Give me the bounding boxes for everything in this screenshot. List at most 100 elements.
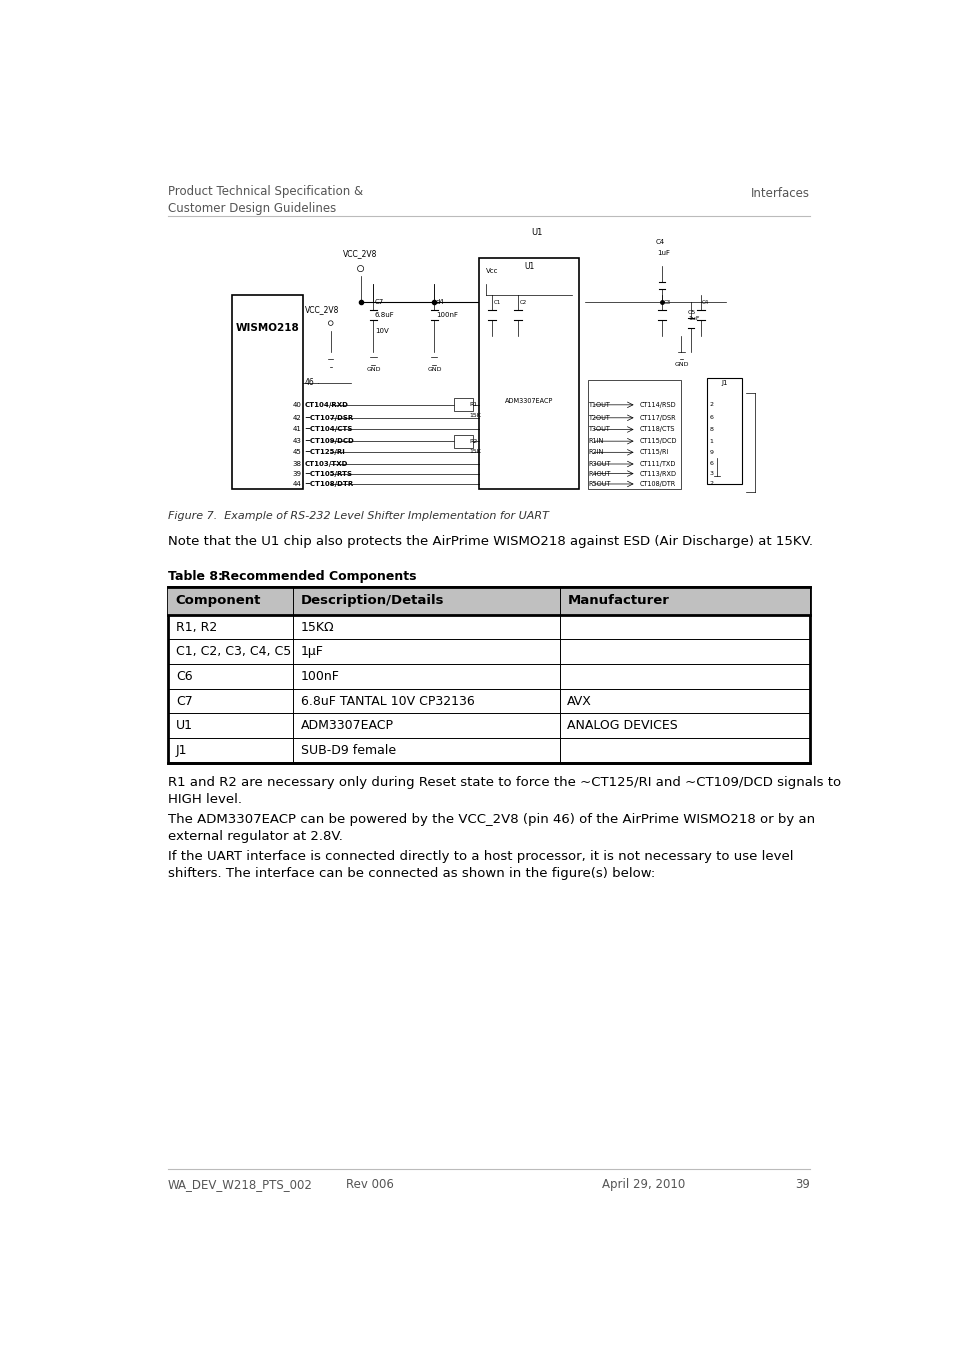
- Bar: [454, 398, 473, 412]
- Text: CT115/RI: CT115/RI: [639, 450, 668, 455]
- Text: 6.8uF TANTAL 10V CP32136: 6.8uF TANTAL 10V CP32136: [300, 694, 475, 707]
- Text: 9: 9: [709, 450, 713, 455]
- Text: 100nF: 100nF: [300, 670, 339, 683]
- Text: J1: J1: [720, 379, 727, 386]
- Text: 40: 40: [293, 402, 301, 408]
- Text: ~CT109/DCD: ~CT109/DCD: [304, 439, 354, 444]
- Text: C4: C4: [655, 239, 664, 246]
- Text: ~CT105/RTS: ~CT105/RTS: [304, 471, 352, 477]
- Text: GND: GND: [674, 362, 688, 367]
- Text: 41: 41: [293, 427, 301, 432]
- Text: CT114/RSD: CT114/RSD: [639, 402, 676, 408]
- Text: April 29, 2010: April 29, 2010: [601, 1179, 684, 1192]
- Text: 6: 6: [709, 462, 713, 467]
- Text: T2OUT: T2OUT: [588, 414, 610, 421]
- Text: C1: C1: [493, 300, 500, 305]
- Text: C1, C2, C3, C4, C5: C1, C2, C3, C4, C5: [175, 645, 291, 659]
- Text: C2: C2: [518, 300, 526, 305]
- Text: Figure 7.  Example of RS-232 Level Shifter Implementation for UART: Figure 7. Example of RS-232 Level Shifte…: [168, 510, 548, 521]
- Text: R1, R2: R1, R2: [175, 621, 217, 633]
- Text: ~CT104/CTS: ~CT104/CTS: [304, 427, 353, 432]
- Bar: [168, 587, 809, 614]
- Text: T3OUT: T3OUT: [588, 427, 610, 432]
- Text: ~CT108/DTR: ~CT108/DTR: [304, 481, 354, 487]
- Text: 3: 3: [709, 471, 713, 477]
- Text: 1μF: 1μF: [300, 645, 323, 659]
- Text: R3OUT: R3OUT: [588, 460, 610, 467]
- Text: C5
1uF: C5 1uF: [687, 310, 699, 321]
- Text: Description/Details: Description/Details: [300, 594, 444, 608]
- Text: ADM3307EACP: ADM3307EACP: [504, 398, 553, 404]
- Text: The ADM3307EACP can be powered by the VCC_2V8 (pin 46) of the AirPrime WISMO218 : The ADM3307EACP can be powered by the VC…: [168, 814, 815, 844]
- Text: R2: R2: [469, 439, 477, 444]
- Text: R5OUT: R5OUT: [588, 481, 610, 487]
- Text: If the UART interface is connected directly to a host processor, it is not neces: If the UART interface is connected direc…: [168, 850, 793, 880]
- Text: U1: U1: [523, 262, 534, 270]
- Text: R4OUT: R4OUT: [588, 471, 610, 477]
- Text: ~CT107/DSR: ~CT107/DSR: [304, 414, 354, 421]
- Text: Component: Component: [175, 594, 261, 608]
- Text: CT113/RXD: CT113/RXD: [639, 471, 676, 477]
- Text: 6: 6: [709, 416, 713, 420]
- Text: C7: C7: [175, 694, 193, 707]
- Text: Rev 006: Rev 006: [346, 1179, 394, 1192]
- Text: WA_DEV_W218_PTS_002: WA_DEV_W218_PTS_002: [168, 1179, 313, 1192]
- Text: C7: C7: [375, 300, 384, 305]
- Text: CT115/DCD: CT115/DCD: [639, 439, 677, 444]
- Text: 15K: 15K: [469, 413, 481, 417]
- Text: 38: 38: [292, 460, 301, 467]
- Text: 8: 8: [709, 427, 713, 432]
- Text: 46: 46: [304, 378, 314, 387]
- Text: 15KΩ: 15KΩ: [300, 621, 335, 633]
- Text: Note that the U1 chip also protects the AirPrime WISMO218 against ESD (Air Disch: Note that the U1 chip also protects the …: [168, 536, 812, 548]
- Text: 100nF: 100nF: [436, 312, 457, 319]
- Text: T1OUT: T1OUT: [588, 402, 610, 408]
- Text: VCC_2V8: VCC_2V8: [343, 250, 377, 258]
- Text: R1IN: R1IN: [588, 439, 603, 444]
- Text: ADM3307EACP: ADM3307EACP: [300, 720, 394, 732]
- Text: 42: 42: [293, 414, 301, 421]
- Text: CT108/DTR: CT108/DTR: [639, 481, 676, 487]
- Text: ANALOG DEVICES: ANALOG DEVICES: [567, 720, 678, 732]
- Text: 2: 2: [709, 482, 713, 486]
- Text: CT118/CTS: CT118/CTS: [639, 427, 675, 432]
- Text: ~CT125/RI: ~CT125/RI: [304, 450, 345, 455]
- Text: SUB-D9 female: SUB-D9 female: [300, 744, 395, 757]
- Text: J1: J1: [175, 744, 187, 757]
- Text: GND: GND: [427, 367, 441, 373]
- Bar: [232, 294, 302, 489]
- Text: Product Technical Specification &
Customer Design Guidelines: Product Technical Specification & Custom…: [168, 185, 363, 215]
- Bar: [478, 258, 578, 489]
- Text: 10V: 10V: [375, 328, 388, 333]
- Text: VCC_2V8: VCC_2V8: [305, 305, 339, 315]
- Bar: [168, 587, 809, 763]
- Text: 39: 39: [794, 1179, 809, 1192]
- Text: 1uF: 1uF: [657, 250, 670, 255]
- Text: CT103/TXD: CT103/TXD: [304, 460, 348, 467]
- Text: 15K: 15K: [469, 450, 481, 454]
- Text: d4: d4: [436, 300, 444, 305]
- Text: CT104/RXD: CT104/RXD: [304, 402, 348, 408]
- Text: C6: C6: [175, 670, 193, 683]
- Text: CT111/TXD: CT111/TXD: [639, 460, 676, 467]
- Text: R1 and R2 are necessary only during Reset state to force the ~CT125/RI and ~CT10: R1 and R2 are necessary only during Rese…: [168, 776, 841, 806]
- Text: U1: U1: [531, 228, 542, 238]
- Bar: [454, 435, 473, 448]
- Text: AVX: AVX: [567, 694, 592, 707]
- Text: C3: C3: [663, 300, 670, 305]
- Text: 43: 43: [293, 439, 301, 444]
- Text: Recommended Components: Recommended Components: [220, 570, 416, 583]
- Text: R2IN: R2IN: [588, 450, 603, 455]
- Text: C4: C4: [701, 300, 709, 305]
- Text: 39: 39: [292, 471, 301, 477]
- Text: R1: R1: [469, 402, 477, 408]
- Text: 2: 2: [709, 402, 713, 408]
- Text: U1: U1: [175, 720, 193, 732]
- Text: GND: GND: [366, 367, 380, 373]
- Text: Manufacturer: Manufacturer: [567, 594, 668, 608]
- Bar: [588, 381, 680, 489]
- Text: Table 8:: Table 8:: [168, 570, 223, 583]
- Bar: [706, 378, 741, 485]
- Text: Interfaces: Interfaces: [750, 186, 809, 200]
- Text: 6.8uF: 6.8uF: [375, 312, 395, 319]
